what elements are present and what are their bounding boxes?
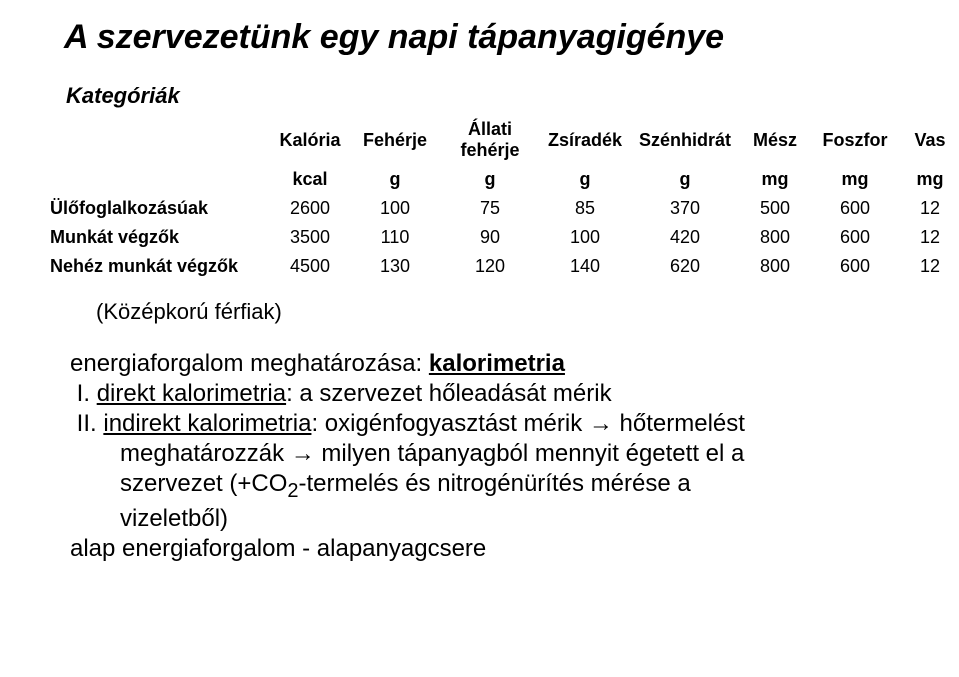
cell: 500 xyxy=(740,194,810,223)
term-direkt: direkt kalorimetria xyxy=(97,380,286,407)
list-item: II. indirekt kalorimetria: oxigénfogyasz… xyxy=(70,409,919,439)
cell: 140 xyxy=(540,252,630,281)
text: -termelés és nitrogénürítés mérése a xyxy=(299,470,691,497)
document-page: A szervezetünk egy napi tápanyagigénye K… xyxy=(0,0,959,574)
table-row: Ülőfoglalkozásúak 2600 100 75 85 370 500… xyxy=(40,194,959,223)
cell: 2600 xyxy=(270,194,350,223)
cell: 90 xyxy=(440,223,540,252)
cell: 100 xyxy=(540,223,630,252)
row-label: Nehéz munkát végzők xyxy=(40,252,270,281)
text: : oxigénfogyasztást mérik → hőtermelést xyxy=(311,410,745,437)
body-text: energiaforgalom meghatározása: kalorimet… xyxy=(70,349,919,564)
cell: 620 xyxy=(630,252,740,281)
row-label: Munkát végzők xyxy=(40,223,270,252)
cell: 110 xyxy=(350,223,440,252)
table-note: (Középkorú férfiak) xyxy=(96,299,919,325)
col-header: Zsíradék xyxy=(540,115,630,165)
cell: 800 xyxy=(740,252,810,281)
unit-cell: g xyxy=(540,165,630,194)
text: szervezet (+CO xyxy=(120,470,287,497)
text: energiaforgalom meghatározása: xyxy=(70,350,429,377)
cell: 370 xyxy=(630,194,740,223)
unit-cell: mg xyxy=(900,165,959,194)
unit-cell: g xyxy=(350,165,440,194)
col-header: Állati fehérje xyxy=(440,115,540,165)
cell: 600 xyxy=(810,252,900,281)
cell: 600 xyxy=(810,194,900,223)
cell: 85 xyxy=(540,194,630,223)
cell: 12 xyxy=(900,252,959,281)
col-header: Kalória xyxy=(270,115,350,165)
unit-cell: kcal xyxy=(270,165,350,194)
cell: 100 xyxy=(350,194,440,223)
body-line: vizeletből) xyxy=(120,504,919,534)
table-units-row: kcal g g g g mg mg mg xyxy=(40,165,959,194)
unit-cell: g xyxy=(440,165,540,194)
categories-label: Kategóriák xyxy=(66,83,919,109)
body-line: szervezet (+CO2-termelés és nitrogénürít… xyxy=(120,469,919,504)
table-row: Munkát végzők 3500 110 90 100 420 800 60… xyxy=(40,223,959,252)
body-line: meghatározzák → milyen tápanyagból menny… xyxy=(120,439,919,469)
table-header-row: Kalória Fehérje Állati fehérje Zsíradék … xyxy=(40,115,959,165)
cell: 12 xyxy=(900,223,959,252)
col-header: Foszfor xyxy=(810,115,900,165)
unit-cell: mg xyxy=(810,165,900,194)
col-header: Szénhidrát xyxy=(630,115,740,165)
col-header: Mész xyxy=(740,115,810,165)
row-label: Ülőfoglalkozásúak xyxy=(40,194,270,223)
body-line: alap energiaforgalom - alapanyagcsere xyxy=(70,534,919,564)
cell: 600 xyxy=(810,223,900,252)
unit-cell: mg xyxy=(740,165,810,194)
cell: 12 xyxy=(900,194,959,223)
page-title: A szervezetünk egy napi tápanyagigénye xyxy=(64,18,919,57)
term-kalorimetria: kalorimetria xyxy=(429,350,565,377)
body-line: energiaforgalom meghatározása: kalorimet… xyxy=(70,349,919,379)
cell: 120 xyxy=(440,252,540,281)
item-number: I. xyxy=(77,380,90,407)
unit-cell: g xyxy=(630,165,740,194)
cell: 3500 xyxy=(270,223,350,252)
list-item: I. direkt kalorimetria: a szervezet hőle… xyxy=(70,379,919,409)
term-indirekt: indirekt kalorimetria xyxy=(103,410,311,437)
item-number: II. xyxy=(77,410,97,437)
cell: 4500 xyxy=(270,252,350,281)
cell: 800 xyxy=(740,223,810,252)
table-row: Nehéz munkát végzők 4500 130 120 140 620… xyxy=(40,252,959,281)
cell: 130 xyxy=(350,252,440,281)
nutrition-table: Kalória Fehérje Állati fehérje Zsíradék … xyxy=(40,115,959,281)
cell: 75 xyxy=(440,194,540,223)
text: : a szervezet hőleadását mérik xyxy=(286,380,612,407)
cell: 420 xyxy=(630,223,740,252)
col-header: Fehérje xyxy=(350,115,440,165)
subscript: 2 xyxy=(287,480,298,502)
col-header: Vas xyxy=(900,115,959,165)
